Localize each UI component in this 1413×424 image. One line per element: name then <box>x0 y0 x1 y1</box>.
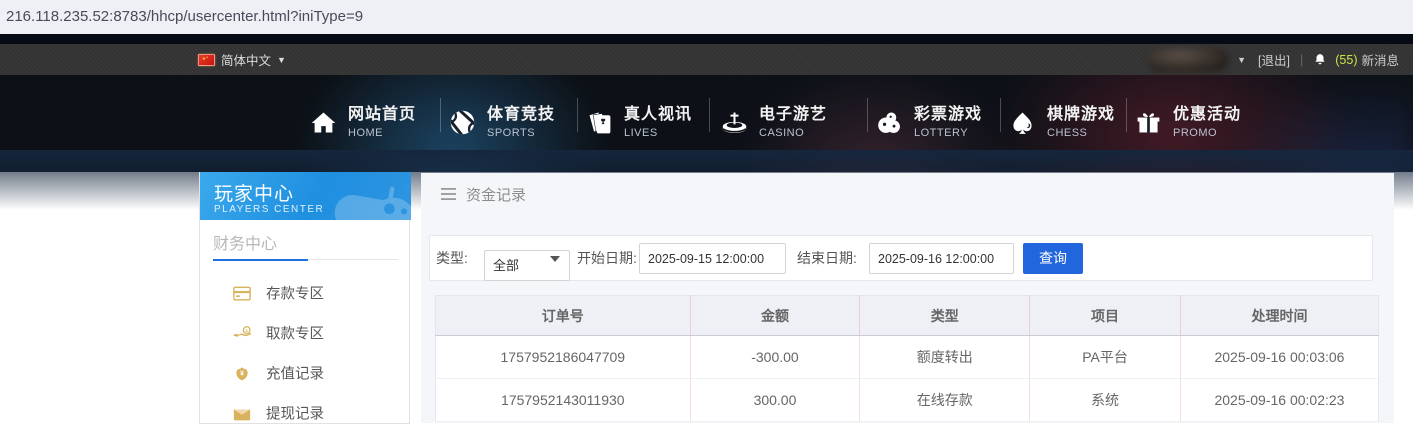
svg-text:¥: ¥ <box>240 370 244 377</box>
svg-text:$: $ <box>246 327 249 332</box>
